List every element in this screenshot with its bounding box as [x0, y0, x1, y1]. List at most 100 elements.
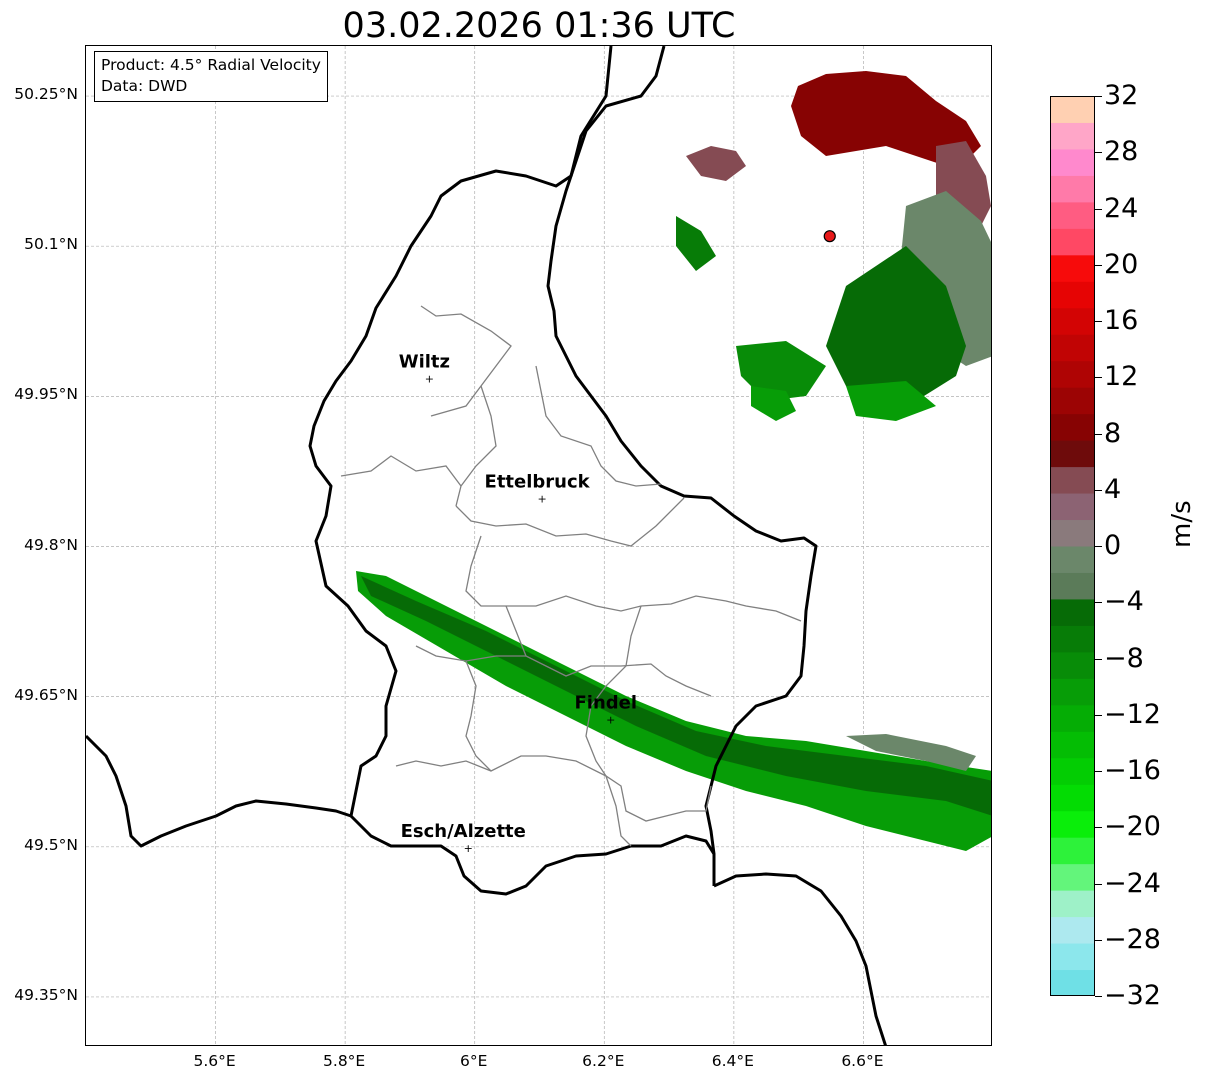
- colorbar-segment: [1050, 598, 1095, 626]
- colorbar-segment: [1050, 704, 1095, 732]
- colorbar-tick-label: −24: [1104, 867, 1161, 899]
- colorbar-segment: [1050, 493, 1095, 521]
- country-borders: [86, 46, 887, 1045]
- lat-tick-label: 49.95°N: [14, 385, 78, 404]
- colorbar-segment: [1050, 148, 1095, 176]
- echo-inbound-south-patch: [846, 381, 936, 421]
- colorbar-segment: [1050, 96, 1095, 123]
- echo-inbound-southeast: [826, 246, 966, 411]
- city-label: Wiltz: [399, 351, 450, 372]
- colorbar-segment: [1050, 466, 1095, 494]
- colorbar-segment: [1050, 678, 1095, 706]
- colorbar-tick-label: 8: [1104, 417, 1122, 449]
- lat-tick-label: 50.25°N: [14, 85, 78, 104]
- colorbar-tick: [1095, 939, 1102, 941]
- colorbar-tick-label: 16: [1104, 305, 1139, 336]
- colorbar-segment: [1050, 572, 1095, 600]
- border-belgium-france: [86, 734, 352, 848]
- colorbar-segment: [1050, 519, 1095, 547]
- data-source-label: Data: DWD: [101, 77, 188, 95]
- colorbar-tick: [1095, 602, 1102, 604]
- colorbar-tick-label: 0: [1104, 530, 1122, 561]
- radar-echoes-band: [356, 571, 991, 851]
- colorbar-segment: [1050, 863, 1095, 891]
- city-label: Esch/Alzette: [401, 821, 526, 842]
- colorbar-segment: [1050, 360, 1095, 388]
- colorbar-tick-label: 28: [1104, 136, 1139, 168]
- colorbar-tick: [1095, 771, 1102, 772]
- city-ettelbruck: +Ettelbruck: [485, 471, 591, 505]
- colorbar-tick: [1095, 152, 1102, 154]
- colorbar-tick: [1095, 321, 1102, 322]
- colorbar-segment: [1050, 254, 1095, 282]
- colorbar-tick-label: −12: [1104, 698, 1161, 730]
- lon-tick-label: 6.4°E: [711, 1052, 754, 1070]
- echo-band-light: [356, 571, 991, 851]
- lat-tick-label: 49.35°N: [14, 985, 78, 1004]
- colorbar-tick: [1095, 827, 1102, 829]
- product-label: Product: 4.5° Radial Velocity: [101, 56, 321, 74]
- colorbar-segment: [1050, 969, 1095, 996]
- graticule: [86, 46, 991, 1045]
- colorbar-segment: [1050, 731, 1095, 759]
- colorbar-tick: [1095, 96, 1102, 97]
- colorbar-segment: [1050, 175, 1095, 203]
- colorbar-segment: [1050, 810, 1095, 838]
- echo-outbound-north: [791, 71, 981, 166]
- colorbar-tick-label: −16: [1104, 755, 1161, 786]
- colorbar: [1050, 96, 1095, 996]
- border-luxembourg-france: [349, 814, 716, 896]
- colorbar-tick: [1095, 208, 1102, 210]
- border-luxembourg-belgium: [308, 46, 613, 817]
- colorbar-tick: [1095, 883, 1102, 885]
- city-marker: +: [464, 842, 473, 855]
- lon-tick-label: 6.2°E: [582, 1052, 625, 1070]
- lat-tick-label: 49.65°N: [14, 685, 78, 704]
- radar-site-marker[interactable]: [823, 230, 836, 243]
- colorbar-segment: [1050, 440, 1095, 468]
- colorbar-segment: [1050, 122, 1095, 150]
- colorbar-tick-label: −32: [1104, 980, 1161, 1011]
- colorbar-segment: [1050, 546, 1095, 573]
- colorbar-segment: [1050, 281, 1095, 309]
- colorbar-tick: [1095, 996, 1102, 997]
- city-esch-alzette: +Esch/Alzette: [401, 821, 526, 855]
- colorbar-unit-label: m/s: [1167, 500, 1197, 548]
- colorbar-segment: [1050, 757, 1095, 785]
- colorbar-segment: [1050, 228, 1095, 256]
- colorbar-tick-label: −28: [1104, 923, 1161, 955]
- lat-tick-label: 49.8°N: [24, 535, 78, 554]
- colorbar-tick-label: 12: [1104, 361, 1139, 393]
- colorbar-tick-label: 20: [1104, 248, 1139, 280]
- colorbar-segment: [1050, 784, 1095, 812]
- city-markers: +Wiltz+Ettelbruck+Findel+Esch/Alzette: [399, 351, 637, 854]
- colorbar-segment: [1050, 387, 1095, 415]
- colorbar-tick-label: −4: [1104, 586, 1144, 618]
- colorbar-frame: [1050, 96, 1095, 996]
- lon-tick-label: 5.8°E: [323, 1052, 366, 1070]
- colorbar-tick: [1095, 377, 1102, 379]
- city-label: Ettelbruck: [485, 471, 591, 492]
- echo-inbound-west: [676, 216, 716, 271]
- map-area[interactable]: + Wiltz + Ettelbruck + Findel + Esch/Alzette: [85, 45, 992, 1046]
- canton-borders: [340, 305, 802, 847]
- colorbar-segment: [1050, 334, 1095, 362]
- colorbar-segment: [1050, 890, 1095, 918]
- colorbar-segment: [1050, 625, 1095, 653]
- city-marker: +: [537, 492, 546, 505]
- colorbar-segment: [1050, 651, 1095, 679]
- map-canvas[interactable]: +Wiltz+Ettelbruck+Findel+Esch/Alzette: [86, 46, 992, 1046]
- echo-inbound-southwest: [751, 386, 796, 421]
- city-label: Findel: [574, 693, 637, 714]
- colorbar-tick-label: 24: [1104, 192, 1139, 224]
- echo-nearzero-east: [901, 191, 991, 366]
- border-luxembourg-germany: [546, 46, 818, 886]
- lat-tick-label: 49.5°N: [24, 835, 78, 854]
- colorbar-segment: [1050, 837, 1095, 865]
- map-title: 03.02.2026 01:36 UTC: [342, 6, 736, 46]
- lon-tick-label: 6.6°E: [841, 1052, 884, 1070]
- colorbar-tick: [1095, 714, 1102, 716]
- colorbar-tick: [1095, 546, 1102, 547]
- product-info-box: Product: 4.5° Radial Velocity Data: DWD: [94, 51, 328, 102]
- lat-tick-label: 50.1°N: [24, 235, 78, 254]
